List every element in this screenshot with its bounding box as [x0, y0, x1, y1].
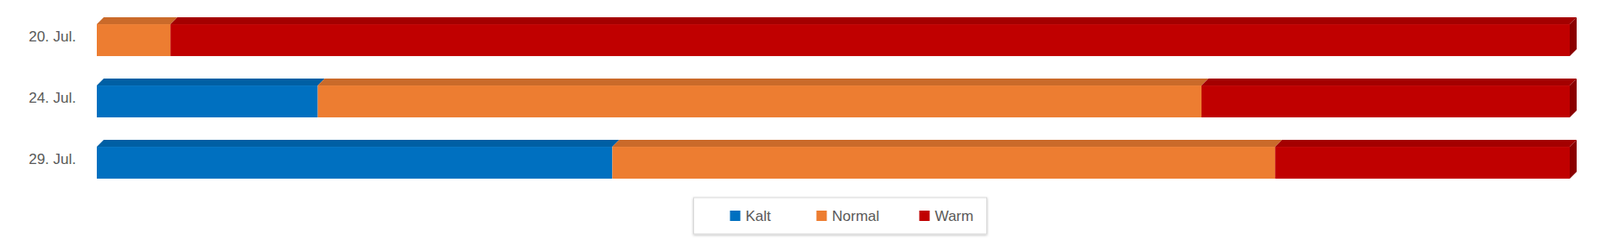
chart: 20. Jul. 24. Jul. 29. Jul. Kalt Normal Warm: [0, 0, 1600, 246]
bar-top-face: [1201, 78, 1577, 86]
bar-top-face: [96, 140, 619, 147]
bar: [96, 146, 612, 179]
bar-top-face: [96, 78, 326, 86]
bar: [170, 24, 1570, 57]
bar-top-face: [96, 17, 178, 25]
bar: [1274, 146, 1570, 179]
legend: Kalt Normal Warm: [694, 197, 988, 235]
tick-label: 24. Jul.: [28, 89, 77, 107]
tick: 24. Jul.: [28, 89, 77, 107]
bar-top-face: [611, 140, 1282, 147]
bar-side-face: [1569, 140, 1577, 179]
legend-item: Warm: [919, 208, 975, 225]
legend-swatch: [730, 210, 741, 222]
legend-swatch: [919, 210, 931, 222]
bar-top-face: [1274, 140, 1577, 147]
tick: 29. Jul.: [28, 151, 77, 168]
bar-side-face: [1569, 78, 1577, 118]
bar-top-face: [318, 78, 1209, 86]
category-axis: 20. Jul. 24. Jul. 29. Jul.: [28, 28, 77, 168]
bar-top-face: [170, 17, 1577, 25]
bar: [1201, 85, 1570, 118]
legend-label: Normal: [832, 208, 880, 225]
legend-label: Kalt: [745, 208, 772, 225]
tick-label: 20. Jul.: [28, 28, 77, 45]
legend-item: Normal: [816, 208, 880, 225]
tick: 20. Jul.: [28, 28, 77, 45]
plot-area: [96, 17, 1577, 179]
legend-swatch: [816, 210, 828, 222]
bar-side-face: [1569, 17, 1577, 57]
legend-box: [694, 197, 988, 235]
legend-label: Warm: [935, 208, 975, 225]
series-2: [170, 17, 1577, 179]
bar: [318, 85, 1202, 118]
tick-label: 29. Jul.: [28, 151, 77, 168]
bar: [96, 24, 171, 57]
bar: [611, 146, 1275, 179]
bar: [96, 85, 319, 118]
legend-item: Kalt: [730, 208, 772, 225]
